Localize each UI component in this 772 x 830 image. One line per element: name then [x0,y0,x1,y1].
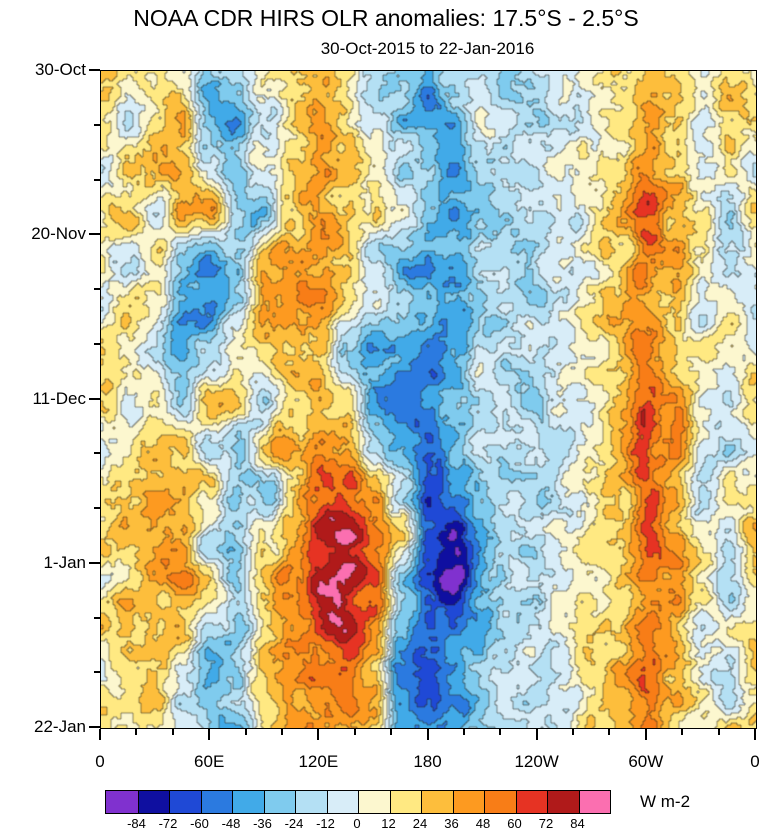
x-axis-tick-label: 120E [298,752,339,771]
colorbar-cell [295,791,327,813]
colorbar-cell [137,791,169,813]
colorbar-cell [232,791,264,813]
y-axis-minor-tick [94,616,100,619]
y-axis-minor-tick [94,671,100,674]
x-axis-tick-label: 60E [194,752,225,771]
x-axis-minor-tick [280,729,283,735]
y-axis-major-tick [89,233,100,236]
chart-title: NOAA CDR HIRS OLR anomalies: 17.5°S - 2.… [133,5,639,31]
colorbar-tick-label: -24 [284,816,304,830]
x-axis-tick-label: 180 [413,752,442,771]
x-axis-major-tick [99,729,101,740]
x-axis-minor-tick [353,729,356,735]
x-axis-tick-label: 0 [750,752,760,771]
colorbar-cell [452,791,484,813]
x-axis-tick-label: 0 [95,752,105,771]
y-axis-minor-tick [94,342,100,345]
x-axis-major-tick [208,729,211,740]
y-axis-minor-tick [94,452,100,455]
x-axis-minor-tick [390,729,393,735]
colorbar-tick-label: 0 [353,816,361,830]
colorbar-cell [263,791,295,813]
x-axis-minor-tick [717,729,720,735]
hovmoller-heatmap [101,71,756,728]
colorbar-tick-label: -12 [316,816,335,830]
colorbar-tick-label: -48 [221,816,241,830]
colorbar-cell [421,791,453,813]
x-axis-minor-tick [608,729,611,735]
x-axis-major-tick [317,729,320,740]
colorbar-cell [484,791,516,813]
colorbar-cell [515,791,547,813]
y-axis-tick-label: 30-Oct [34,60,86,79]
y-axis-minor-tick [94,507,100,509]
colorbar-cell [326,791,358,813]
colorbar-tick-label: 36 [444,816,459,830]
plot-frame [100,70,757,729]
x-axis-minor-tick [499,729,502,735]
y-axis-tick-label: 1-Jan [43,552,86,572]
x-axis-minor-tick [171,729,174,735]
x-axis-tick-label: 60W [628,752,664,771]
colorbar-tick-label: 12 [381,816,396,830]
y-axis-minor-tick [94,178,100,181]
y-axis-tick-label: 11-Dec [32,388,86,408]
colorbar-cell [106,791,138,813]
x-axis-major-tick [426,729,429,740]
colorbar-unit-label: W m-2 [640,792,691,811]
colorbar-cell [358,791,390,813]
x-axis-minor-tick [135,729,138,735]
colorbar-tick-label: 48 [475,816,491,830]
y-axis-minor-tick [94,288,100,290]
x-axis-major-tick [644,729,647,740]
y-axis-major-tick [89,69,100,71]
y-axis-tick-label: 22-Jan [34,717,86,736]
colorbar-cell [389,791,421,813]
x-axis-minor-tick [462,729,465,735]
x-axis-minor-tick [244,729,247,735]
colorbar [105,790,611,814]
colorbar-cell [169,791,201,813]
colorbar-tick-label: 24 [412,816,428,830]
colorbar-tick-label: 72 [538,816,554,830]
x-axis-minor-tick [572,729,575,735]
x-axis-tick-label: 120W [514,752,559,771]
x-axis-minor-tick [681,729,684,735]
colorbar-cell [547,791,579,813]
colorbar-tick-label: -60 [190,816,209,830]
y-axis-major-tick [89,561,100,564]
x-axis-major-tick [535,729,538,740]
colorbar-tick-label: 60 [507,816,522,830]
y-axis-minor-tick [94,123,100,126]
chart-subtitle: 30-Oct-2015 to 22-Jan-2016 [320,39,535,58]
colorbar-tick-label: -36 [253,816,272,830]
y-axis-tick-label: 20-Nov [31,224,86,244]
colorbar-tick-label: -84 [127,816,146,830]
y-axis-major-tick [89,397,100,400]
colorbar-cell [578,791,610,813]
colorbar-tick-label: 84 [570,816,585,830]
y-axis-major-tick [89,726,100,728]
colorbar-cell [200,791,232,813]
x-axis-major-tick [754,729,756,740]
colorbar-tick-label: -72 [158,816,178,830]
